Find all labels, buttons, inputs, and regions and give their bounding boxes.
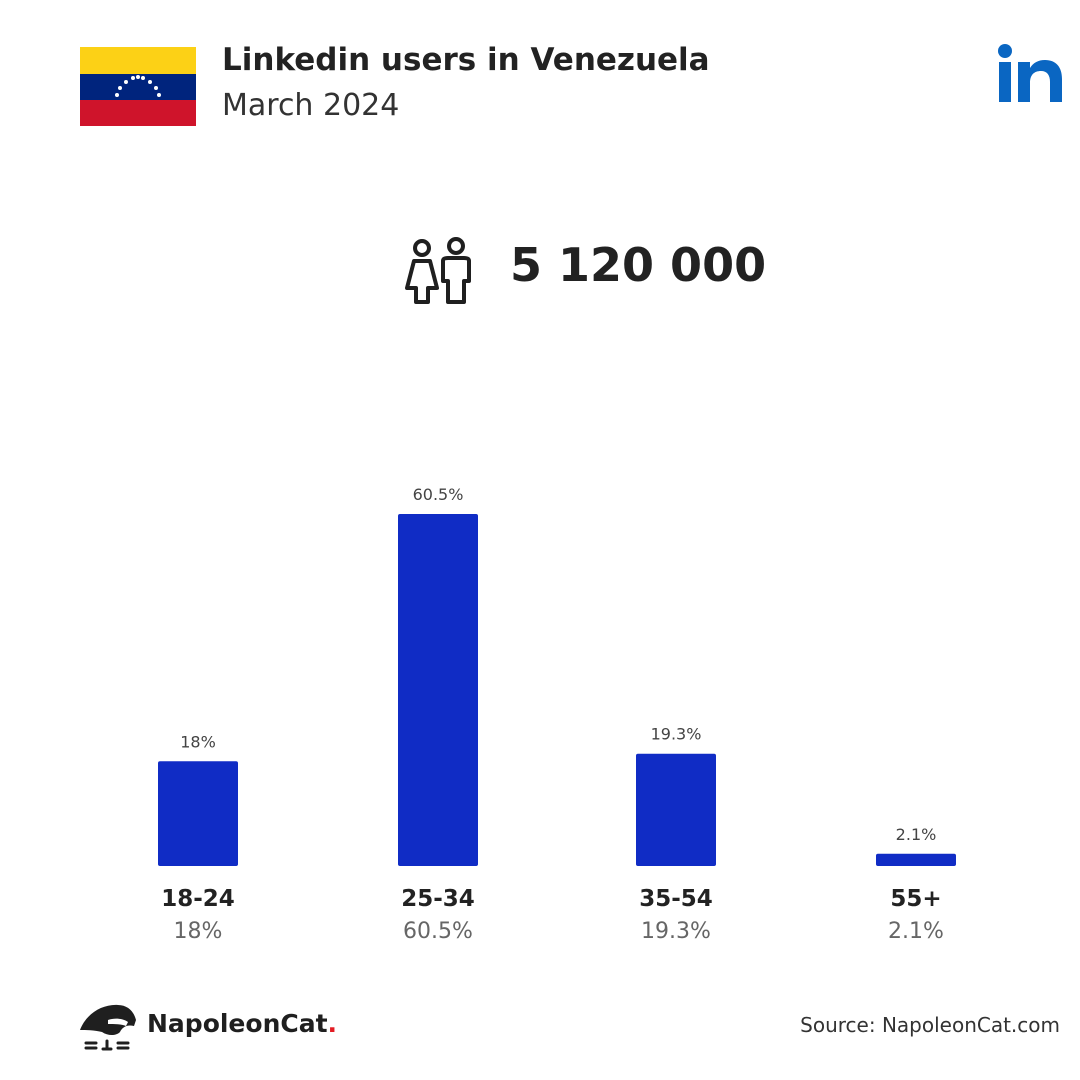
bar-value-label: 19.3% [651,725,702,744]
bar-value-label: 18% [180,732,216,751]
category-percent-label: 19.3% [641,919,711,944]
category-label: 35-54 [639,886,713,912]
venezuela-flag-icon [80,47,196,126]
total-users-value: 5 120 000 [510,238,767,292]
category-percent-label: 60.5% [403,919,473,944]
male-female-users-icon [405,237,471,304]
page-title: Linkedin users in Venezuela [222,42,710,78]
category-label: 18-24 [161,886,235,912]
category-label: 55+ [890,886,941,912]
category-percent-label: 18% [174,919,223,944]
source-link[interactable]: Source: NapoleonCat.com [800,1013,1060,1037]
bar-18-24 [158,761,238,866]
page-subtitle: March 2024 [222,88,400,123]
bar-35-54 [636,753,716,866]
bar-value-label: 60.5% [413,485,464,504]
category-label: 25-34 [401,886,475,912]
napoleoncat-logo-icon [80,1004,136,1051]
bar-value-label: 2.1% [896,825,937,844]
linkedin-logo-icon [998,44,1062,102]
bar-55+ [876,853,956,866]
bar-25-34 [398,514,478,866]
category-percent-label: 2.1% [888,919,944,944]
brand-name: NapoleonCat. [147,1009,338,1038]
